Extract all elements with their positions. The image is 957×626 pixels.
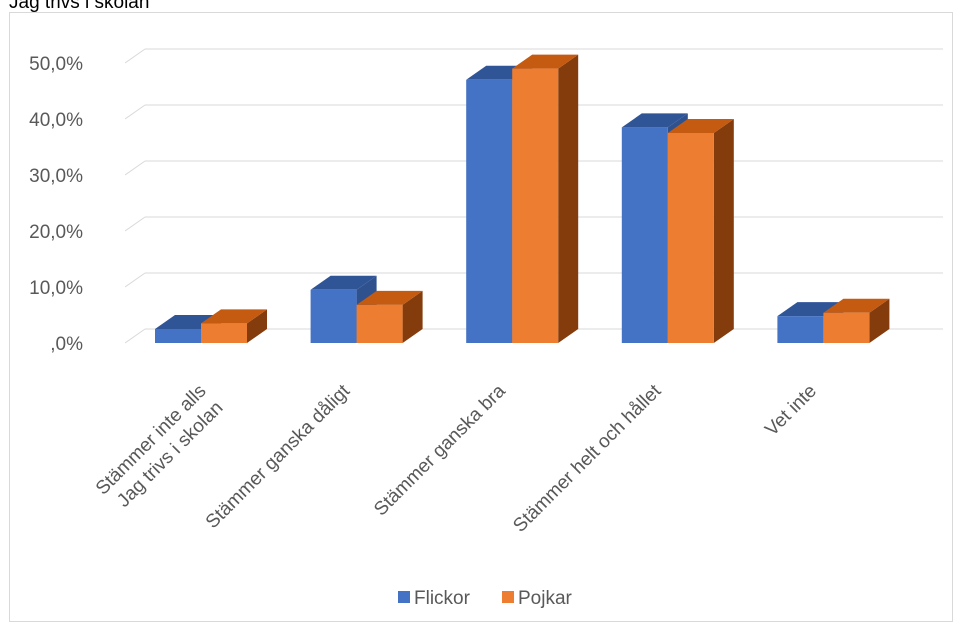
bar-pojkar-2 — [512, 54, 579, 343]
gridline-depth — [124, 216, 146, 232]
y-tick-label: 10,0% — [29, 278, 83, 299]
bar-top — [356, 290, 423, 305]
y-tick-label: 30,0% — [29, 166, 83, 187]
bar-front — [777, 316, 824, 343]
gridline-depth — [124, 272, 146, 288]
bar-top — [310, 275, 377, 290]
bar-side — [869, 298, 890, 343]
bar-front — [823, 312, 870, 343]
legend-label: Flickor — [414, 588, 471, 609]
bar-side — [247, 309, 267, 343]
legend-swatch — [502, 591, 514, 603]
legend-swatch — [398, 591, 410, 603]
bar-front — [310, 289, 357, 343]
gridline-depth — [124, 160, 146, 176]
bar-side — [713, 119, 734, 343]
category-label: Stämmer helt och hållet — [509, 380, 665, 536]
bar-front — [667, 133, 714, 343]
bar-front — [201, 323, 247, 343]
bar-top — [512, 54, 579, 69]
bar-pojkar-4 — [823, 298, 890, 343]
bar-front — [356, 304, 403, 343]
category-label: Vet inte — [761, 381, 821, 441]
legend-item-flickor: Flickor — [398, 588, 471, 609]
bar-front — [621, 127, 668, 344]
y-tick-label: 50,0% — [29, 54, 83, 75]
y-tick-label: 20,0% — [29, 222, 83, 243]
y-tick-label: ,0% — [50, 334, 83, 355]
gridline-depth — [124, 48, 146, 64]
y-axis: ,0% 10,0% 20,0% 30,0% 40,0% 50,0% — [29, 54, 83, 355]
bar-pojkar-0 — [201, 309, 267, 343]
bar-pojkar-3 — [667, 119, 734, 343]
gridline-depth — [124, 104, 146, 120]
bar-top — [201, 309, 267, 324]
bar-front — [155, 329, 201, 343]
bar-top — [823, 298, 890, 313]
bars — [155, 54, 890, 344]
legend-label: Pojkar — [518, 588, 573, 609]
partial-header-text: Jag trivs i skolan — [9, 0, 150, 13]
bar-top — [667, 119, 734, 133]
legend-item-pojkar: Pojkar — [502, 588, 573, 609]
category-label: Stämmer ganska bra — [370, 380, 510, 520]
bar-side — [558, 54, 579, 343]
bar-top — [621, 113, 688, 128]
y-tick-label: 40,0% — [29, 110, 83, 131]
bar-front — [466, 79, 513, 344]
bar-flickor-4 — [777, 302, 844, 343]
bar-front — [512, 68, 559, 343]
gridline-depth — [124, 328, 146, 344]
legend: Flickor Pojkar — [398, 588, 573, 609]
category-label: Stämmer ganska dåligt — [202, 380, 355, 533]
bar-pojkar-1 — [356, 290, 423, 343]
bar-side — [402, 290, 423, 343]
